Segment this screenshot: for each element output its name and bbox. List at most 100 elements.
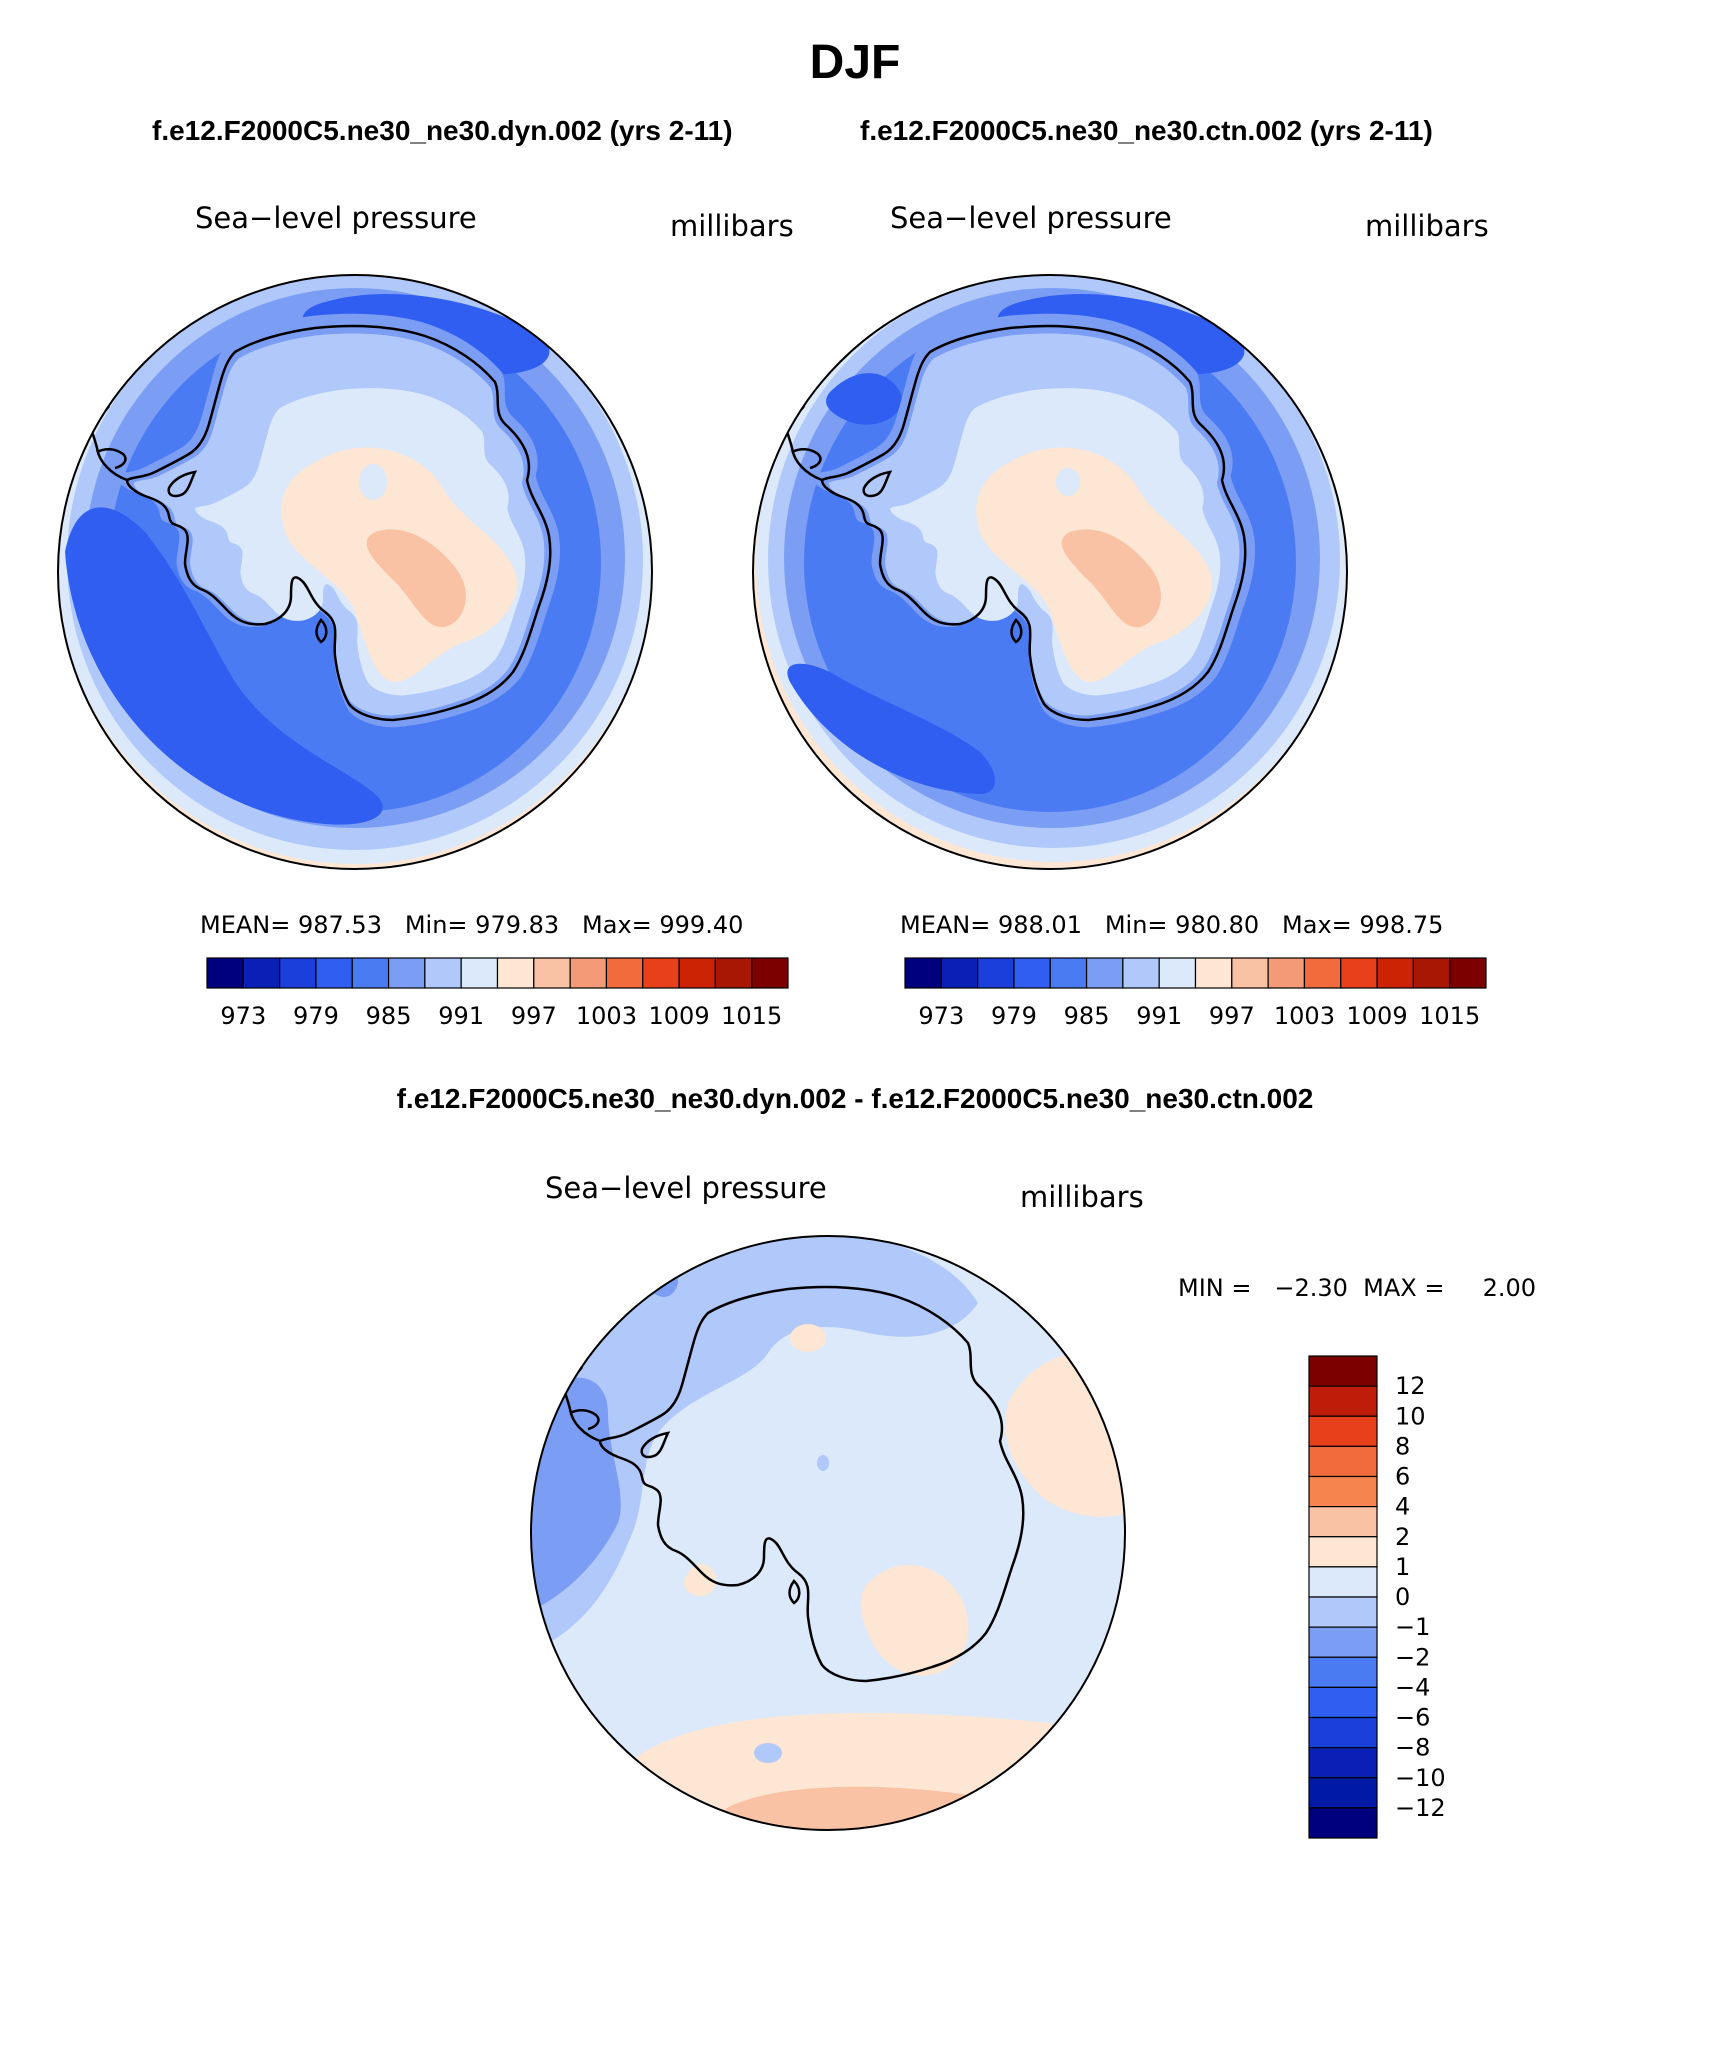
- map-panel-diff: Sea−level pressure millibars M: [530, 1171, 1536, 1839]
- map-units-diff: millibars: [1020, 1180, 1144, 1214]
- colorbar-swatch: [1308, 1536, 1378, 1568]
- colorbar-swatch: [678, 957, 716, 989]
- colorbar-tick-label: 2: [1395, 1523, 1410, 1551]
- colorbar-swatch: [1158, 957, 1197, 989]
- season-title: DJF: [810, 36, 901, 89]
- stats-ctn: MEAN= 988.01 Min= 980.80 Max= 998.75: [900, 911, 1443, 939]
- colorbar-swatch: [1013, 957, 1051, 989]
- colorbar-tick-label: −6: [1395, 1704, 1430, 1732]
- colorbar-swatch: [1308, 1807, 1378, 1839]
- colorbar-swatch: [904, 957, 942, 989]
- colorbar-tick-label: 8: [1395, 1432, 1410, 1460]
- colorbar-swatch: [642, 957, 680, 989]
- colorbar-swatch: [1303, 957, 1342, 989]
- colorbar-swatch: [977, 957, 1015, 989]
- colorbar-swatch: [1308, 1686, 1378, 1719]
- map-field-dyn: [58, 275, 652, 869]
- colorbar-swatch: [424, 957, 462, 989]
- map-panel-ctn: Sea−level pressure millibars: [752, 201, 1489, 1030]
- colorbar-swatch: [460, 957, 499, 989]
- colorbar-swatch: [1449, 957, 1487, 989]
- map-units-ctn: millibars: [1365, 209, 1489, 243]
- colorbar-tick-label: 1003: [576, 1002, 637, 1030]
- colorbar-swatch: [751, 957, 789, 989]
- colorbar-swatch: [351, 957, 390, 989]
- colorbar-swatch: [1308, 1415, 1378, 1447]
- colorbar-tick-label: 6: [1395, 1463, 1410, 1491]
- colorbar-tick-label: −12: [1395, 1794, 1446, 1822]
- colorbar-tick-label: 991: [438, 1002, 484, 1030]
- colorbar-swatch: [1049, 957, 1088, 989]
- colorbar-tick-label: −10: [1395, 1764, 1446, 1792]
- colorbar-swatch: [1376, 957, 1414, 989]
- colorbar-swatch: [1122, 957, 1160, 989]
- colorbar-swatch: [714, 957, 753, 989]
- subtitle-left: f.e12.F2000C5.ne30_ne30.dyn.002 (yrs 2-1…: [152, 115, 733, 146]
- colorbar-swatch: [387, 957, 426, 989]
- colorbar-tick-label: −2: [1395, 1643, 1430, 1671]
- colorbar-swatch: [279, 957, 317, 989]
- colorbar-swatch: [1308, 1747, 1378, 1779]
- colorbar-dyn: 973 979 985 991 997 1003 1009 1015: [206, 957, 789, 1030]
- colorbar-swatch: [1308, 1445, 1378, 1478]
- colorbar-tick-label: 991: [1136, 1002, 1182, 1030]
- colorbar-tick-label: 4: [1395, 1493, 1410, 1521]
- colorbar-swatch: [1308, 1566, 1378, 1598]
- stats-diff: MIN = −2.30 MAX = 2.00: [1178, 1274, 1536, 1302]
- colorbar-swatch: [1308, 1506, 1378, 1538]
- map-title-ctn: Sea−level pressure: [890, 201, 1172, 235]
- colorbar-swatch: [1308, 1596, 1378, 1628]
- colorbar-tick-label: −8: [1395, 1734, 1430, 1762]
- colorbar-swatch: [1308, 1716, 1378, 1749]
- colorbar-swatch: [940, 957, 979, 989]
- map-field-ctn: [753, 275, 1347, 869]
- colorbar-tick-label: 1009: [1347, 1002, 1408, 1030]
- colorbar-swatch: [1231, 957, 1269, 989]
- colorbar-tick-label: −4: [1395, 1673, 1430, 1701]
- colorbar-swatch: [1340, 957, 1378, 989]
- colorbar-tick-label: 1: [1395, 1553, 1410, 1581]
- colorbar-tick-label: 1009: [649, 1002, 710, 1030]
- colorbar-swatch: [1308, 1475, 1378, 1508]
- colorbar-swatch: [1308, 1656, 1378, 1688]
- colorbar-tick-label: 973: [918, 1002, 964, 1030]
- colorbar-swatch: [1308, 1385, 1378, 1417]
- colorbar-tick-label: 973: [220, 1002, 266, 1030]
- colorbar-tick-label: 0: [1395, 1583, 1410, 1611]
- map-units-dyn: millibars: [670, 209, 794, 243]
- colorbar-swatch: [1412, 957, 1451, 989]
- colorbar-swatch: [1194, 957, 1233, 989]
- map-title-diff: Sea−level pressure: [545, 1171, 827, 1205]
- colorbar-tick-label: 979: [991, 1002, 1037, 1030]
- colorbar-swatch: [242, 957, 281, 989]
- colorbar-swatch: [496, 957, 535, 989]
- colorbar-tick-label: 997: [1209, 1002, 1255, 1030]
- colorbar-tick-label: 979: [293, 1002, 339, 1030]
- colorbar-swatch: [569, 957, 608, 989]
- colorbar-tick-label: 1015: [1419, 1002, 1480, 1030]
- colorbar-tick-label: 985: [366, 1002, 412, 1030]
- map-panel-dyn: Sea−level pressure millibars: [57, 201, 794, 1030]
- map-title-dyn: Sea−level pressure: [195, 201, 477, 235]
- colorbar-swatch: [206, 957, 244, 989]
- colorbar-swatch: [1267, 957, 1306, 989]
- colorbar-swatch: [605, 957, 644, 989]
- colorbar-tick-label: 985: [1064, 1002, 1110, 1030]
- colorbar-tick-label: 12: [1395, 1372, 1426, 1400]
- colorbar-swatch: [1308, 1355, 1378, 1387]
- colorbar-swatch: [315, 957, 353, 989]
- map-field-diff: [531, 1236, 1125, 1830]
- colorbar-tick-label: 997: [511, 1002, 557, 1030]
- colorbar-swatch: [1308, 1777, 1378, 1809]
- diff-title: f.e12.F2000C5.ne30_ne30.dyn.002 - f.e12.…: [397, 1083, 1314, 1114]
- subtitle-right: f.e12.F2000C5.ne30_ne30.ctn.002 (yrs 2-1…: [860, 115, 1433, 146]
- colorbar-tick-label: 1015: [721, 1002, 782, 1030]
- colorbar-tick-label: −1: [1395, 1613, 1430, 1641]
- colorbar-ctn: 973 979 985 991 997 1003 1009 1015: [904, 957, 1487, 1030]
- colorbar-swatch: [1308, 1626, 1378, 1658]
- colorbar-tick-label: 1003: [1274, 1002, 1335, 1030]
- colorbar-swatch: [1085, 957, 1124, 989]
- colorbar-tick-label: 10: [1395, 1402, 1426, 1430]
